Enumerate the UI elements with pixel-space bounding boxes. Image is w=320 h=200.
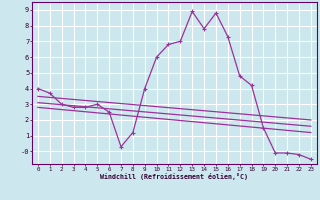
X-axis label: Windchill (Refroidissement éolien,°C): Windchill (Refroidissement éolien,°C) [100, 173, 248, 180]
